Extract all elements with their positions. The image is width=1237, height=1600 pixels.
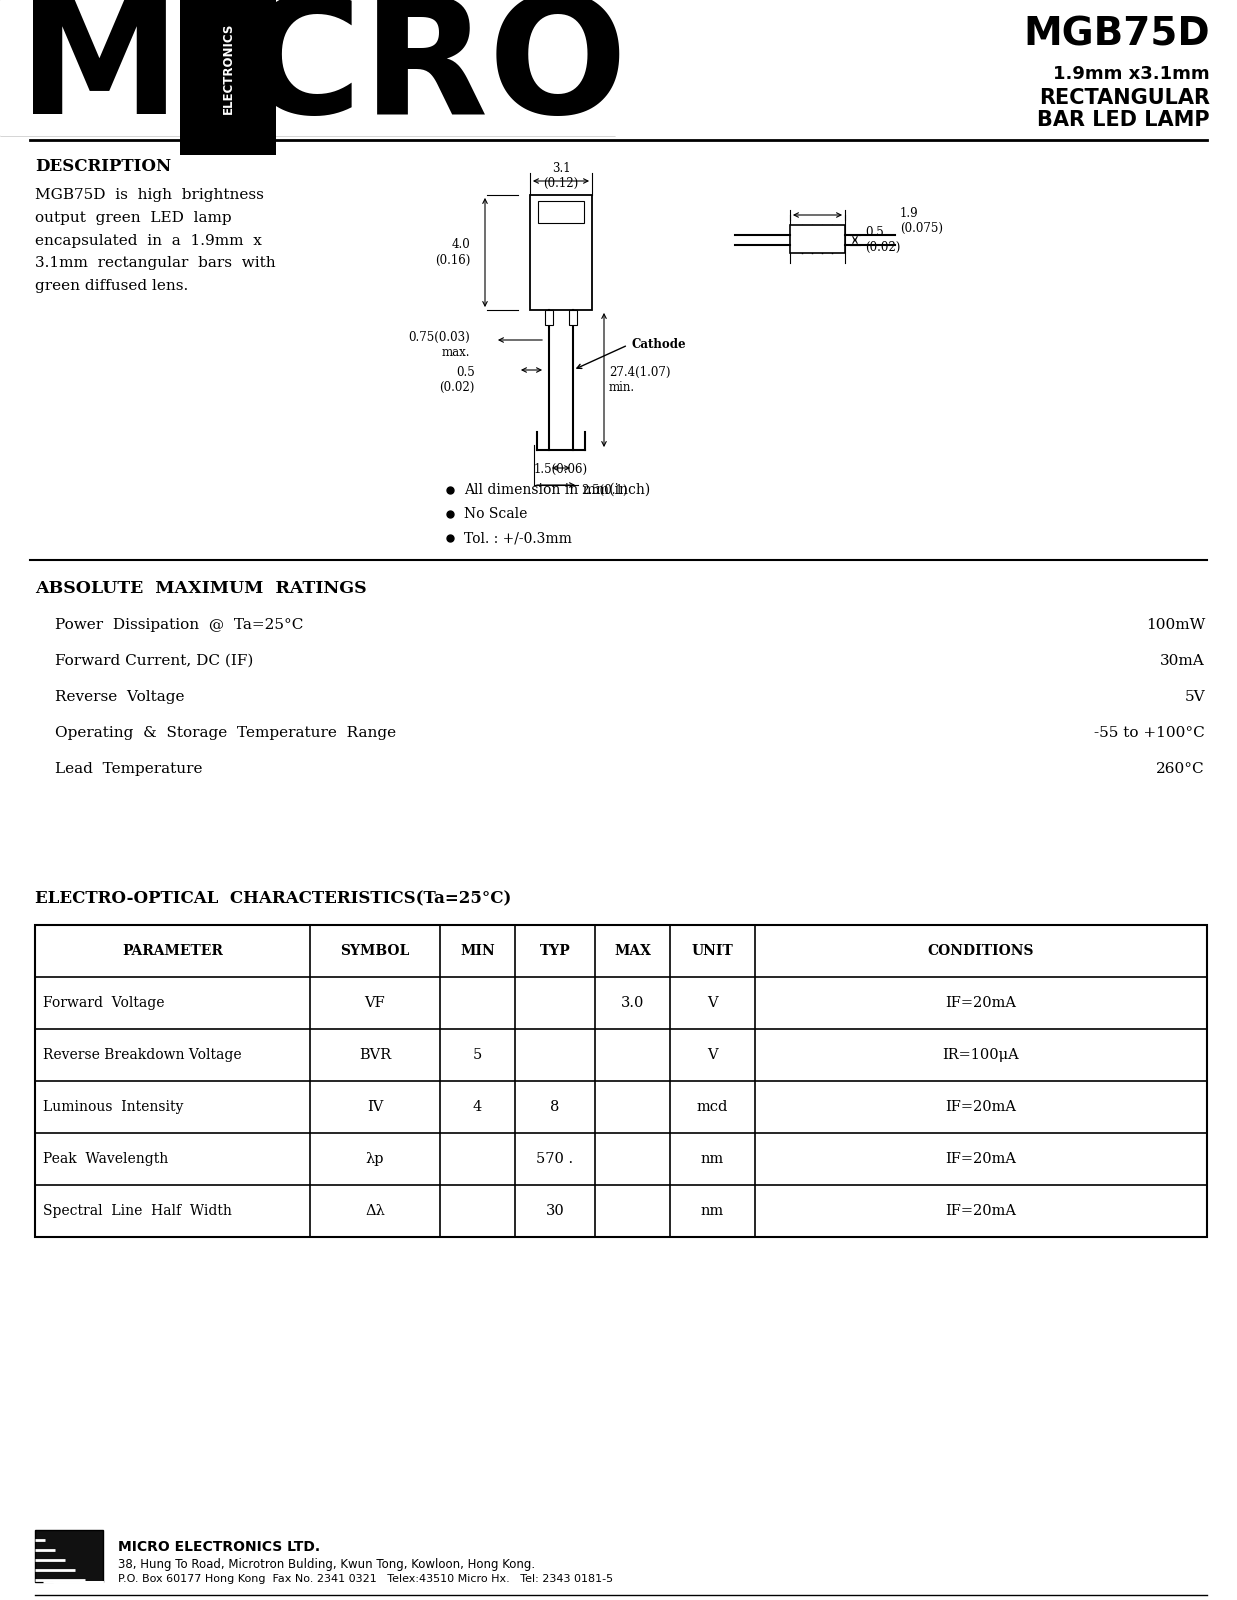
Text: MAX: MAX [614, 944, 651, 958]
Bar [0, 0, 615, 134]
Text: nm: nm [701, 1203, 724, 1218]
Text: mcd: mcd [696, 1101, 729, 1114]
Text: 570 .: 570 . [537, 1152, 574, 1166]
Text: V: V [708, 1048, 717, 1062]
Text: ABSOLUTE  MAXIMUM  RATINGS: ABSOLUTE MAXIMUM RATINGS [35, 579, 366, 597]
Text: 0.75(0.03)
max.: 0.75(0.03) max. [408, 331, 470, 358]
Text: 30: 30 [546, 1203, 564, 1218]
Text: 260°C: 260°C [1157, 762, 1205, 776]
Text: Tol. : +/-0.3mm: Tol. : +/-0.3mm [464, 531, 571, 546]
Text: MICRO ELECTRONICS LTD.: MICRO ELECTRONICS LTD. [118, 1539, 320, 1554]
Bar [0, 0, 1237, 134]
Text: P.O. Box 60177 Hong Kong  Fax No. 2341 0321   Telex:43510 Micro Hx.   Tel: 2343 : P.O. Box 60177 Hong Kong Fax No. 2341 03… [118, 1574, 614, 1584]
Text: BAR LED LAMP: BAR LED LAMP [1038, 110, 1210, 130]
Text: No Scale: No Scale [464, 507, 527, 522]
Text: Forward Current, DC (IF): Forward Current, DC (IF) [54, 654, 254, 669]
Text: Power  Dissipation  @  Ta=25°C: Power Dissipation @ Ta=25°C [54, 618, 303, 632]
Text: IF=20mA: IF=20mA [945, 1101, 1017, 1114]
Bar [790, 226, 845, 253]
Text: 3.1
(0.12): 3.1 (0.12) [543, 162, 579, 190]
Text: 0.5
(0.02): 0.5 (0.02) [865, 226, 901, 254]
Text: IV: IV [367, 1101, 383, 1114]
Text: RECTANGULAR: RECTANGULAR [1039, 88, 1210, 109]
Text: Peak  Wavelength: Peak Wavelength [43, 1152, 168, 1166]
Text: 5V: 5V [1184, 690, 1205, 704]
Bar [529, 195, 593, 310]
Text: IF=20mA: IF=20mA [945, 995, 1017, 1010]
Text: ELECTRO-OPTICAL  CHARACTERISTICS(Ta=25°C): ELECTRO-OPTICAL CHARACTERISTICS(Ta=25°C) [35, 890, 511, 907]
Text: TYP: TYP [539, 944, 570, 958]
Text: nm: nm [701, 1152, 724, 1166]
Text: MGB75D  is  high  brightness
output  green  LED  lamp
encapsulated  in  a  1.9mm: MGB75D is high brightness output green L… [35, 187, 276, 293]
Text: CONDITIONS: CONDITIONS [928, 944, 1034, 958]
Text: PARAMETER: PARAMETER [122, 944, 223, 958]
Text: Luminous  Intensity: Luminous Intensity [43, 1101, 183, 1114]
Text: 38, Hung To Road, Microtron Bulding, Kwun Tong, Kowloon, Hong Kong.: 38, Hung To Road, Microtron Bulding, Kwu… [118, 1558, 536, 1571]
Text: ELECTRONICS: ELECTRONICS [221, 22, 235, 114]
Text: 27.4(1.07)
min.: 27.4(1.07) min. [609, 366, 670, 394]
Text: 1.9
(0.075): 1.9 (0.075) [901, 206, 943, 235]
Text: Reverse  Voltage: Reverse Voltage [54, 690, 184, 704]
Text: MGB75D: MGB75D [1023, 14, 1210, 53]
Text: 4: 4 [473, 1101, 482, 1114]
Text: Spectral  Line  Half  Width: Spectral Line Half Width [43, 1203, 231, 1218]
Bar [569, 310, 576, 325]
Text: V: V [708, 995, 717, 1010]
Text: IR=100μA: IR=100μA [943, 1048, 1019, 1062]
Text: 8: 8 [550, 1101, 559, 1114]
Text: 0.5
(0.02): 0.5 (0.02) [439, 366, 475, 394]
Text: MIN: MIN [460, 944, 495, 958]
Text: MICRO: MICRO [19, 0, 627, 147]
Text: Lead  Temperature: Lead Temperature [54, 762, 203, 776]
Text: 2.5(0.1): 2.5(0.1) [581, 483, 627, 496]
Text: VF: VF [365, 995, 386, 1010]
Bar [35, 1530, 103, 1582]
Text: IF=20mA: IF=20mA [945, 1203, 1017, 1218]
Text: Reverse Breakdown Voltage: Reverse Breakdown Voltage [43, 1048, 241, 1062]
Text: λp: λp [366, 1152, 385, 1166]
Text: 4.0
(0.16): 4.0 (0.16) [434, 238, 470, 267]
Text: Operating  &  Storage  Temperature  Range: Operating & Storage Temperature Range [54, 726, 396, 739]
Text: IF=20mA: IF=20mA [945, 1152, 1017, 1166]
Text: Forward  Voltage: Forward Voltage [43, 995, 165, 1010]
Text: SYMBOL: SYMBOL [340, 944, 409, 958]
Text: DESCRIPTION: DESCRIPTION [35, 158, 171, 174]
Bar [546, 310, 553, 325]
Text: 1.5(0.06): 1.5(0.06) [534, 462, 588, 477]
Bar [538, 202, 584, 222]
Text: All dimension in mm(inch): All dimension in mm(inch) [464, 483, 651, 498]
Text: 30mA: 30mA [1160, 654, 1205, 669]
Text: 100mW: 100mW [1145, 618, 1205, 632]
Text: BVR: BVR [359, 1048, 391, 1062]
Text: UNIT: UNIT [691, 944, 734, 958]
Text: Cathode: Cathode [631, 339, 685, 352]
Text: 1.9mm x3.1mm: 1.9mm x3.1mm [1054, 66, 1210, 83]
Text: 3.0: 3.0 [621, 995, 644, 1010]
Text: -55 to +100°C: -55 to +100°C [1095, 726, 1205, 739]
Text: Δλ: Δλ [365, 1203, 385, 1218]
Text: 5: 5 [473, 1048, 482, 1062]
Bar [35, 925, 1207, 1237]
